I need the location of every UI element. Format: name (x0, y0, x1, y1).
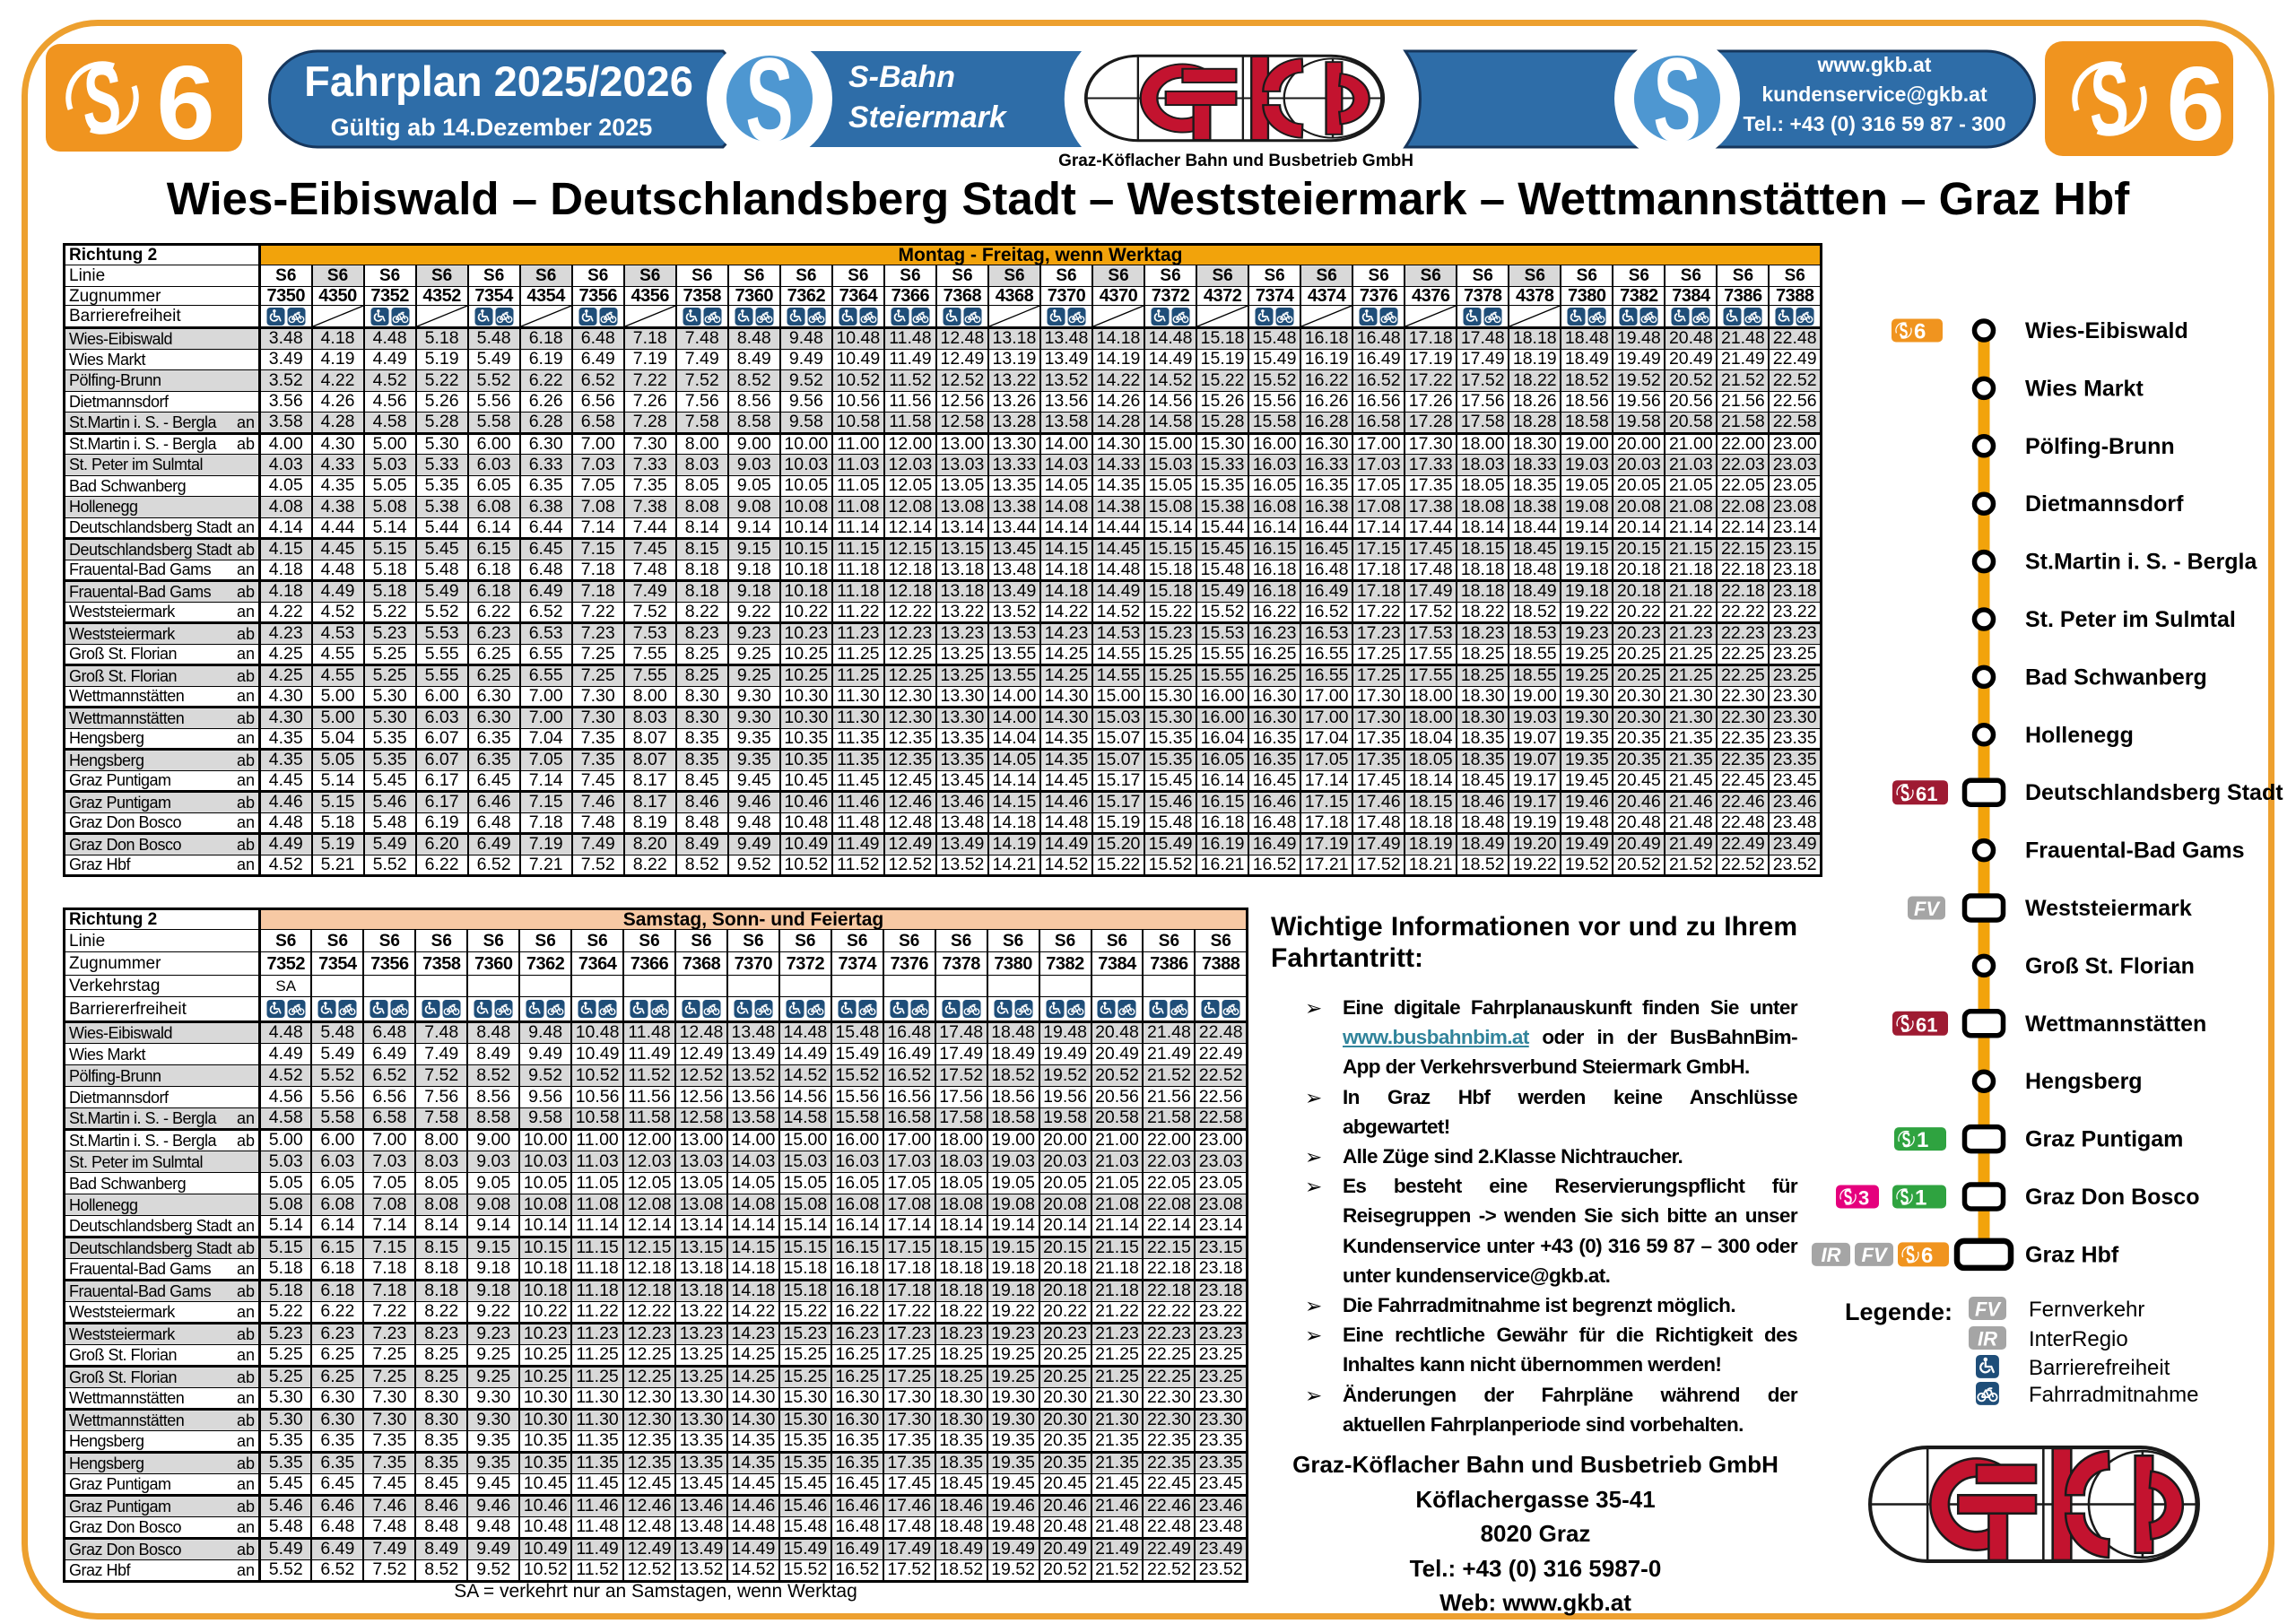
svg-text:Bad Schwanberg: Bad Schwanberg (2025, 664, 2207, 690)
svg-text:Wies Markt: Wies Markt (2025, 376, 2144, 401)
svg-text:Graz Puntigam: Graz Puntigam (2025, 1127, 2183, 1152)
svg-text:Legende:: Legende: (1845, 1298, 1952, 1325)
svg-text:Hengsberg: Hengsberg (2025, 1069, 2143, 1094)
svg-text:Graz Don Bosco: Graz Don Bosco (2025, 1185, 2199, 1210)
svg-text:Steiermark: Steiermark (848, 100, 1008, 135)
svg-text:S: S (83, 45, 122, 152)
svg-text:S: S (2090, 46, 2129, 155)
svg-text:Pölfing-Brunn: Pölfing-Brunn (2025, 434, 2175, 459)
svg-text:Hollenegg: Hollenegg (2025, 723, 2134, 748)
svg-text:Gültig ab 14.Dezember 2025: Gültig ab 14.Dezember 2025 (331, 114, 653, 141)
svg-text:S: S (1900, 781, 1909, 806)
svg-text:S: S (1900, 320, 1909, 344)
svg-text:S: S (1844, 1186, 1853, 1211)
svg-text:6: 6 (2166, 45, 2224, 162)
svg-text:S: S (1902, 1128, 1911, 1152)
svg-text:Graz Hbf: Graz Hbf (2025, 1242, 2119, 1267)
svg-text:61: 61 (1916, 783, 1937, 805)
svg-text:Deutschlandsberg Stadt: Deutschlandsberg Stadt (2025, 780, 2283, 805)
svg-text:Fahrradmitnahme: Fahrradmitnahme (2029, 1383, 2198, 1407)
svg-text:Frauental-Bad Gams: Frauental-Bad Gams (2025, 838, 2245, 864)
svg-text:InterRegio: InterRegio (2029, 1327, 2128, 1351)
svg-text:IR: IR (1978, 1327, 1997, 1350)
svg-text:www.gkb.at: www.gkb.at (1817, 53, 1932, 76)
svg-text:Tel.: +43 (0) 316 59 87 - 300: Tel.: +43 (0) 316 59 87 - 300 (1743, 112, 2005, 135)
svg-text:S: S (1900, 1186, 1909, 1211)
svg-text:1: 1 (1917, 1128, 1928, 1152)
svg-text:FV: FV (1914, 898, 1941, 920)
svg-text:1: 1 (1915, 1185, 1926, 1210)
svg-text:S-Bahn: S-Bahn (848, 60, 955, 94)
svg-text:Fahrplan 2025/2026: Fahrplan 2025/2026 (304, 57, 693, 105)
svg-text:Barrierefreiheit: Barrierefreiheit (2029, 1356, 2170, 1380)
svg-text:6: 6 (1914, 319, 1926, 343)
svg-text:3: 3 (1858, 1186, 1869, 1209)
svg-text:S: S (745, 33, 793, 167)
svg-text:S: S (1906, 1243, 1915, 1268)
svg-text:Fernverkehr: Fernverkehr (2029, 1298, 2144, 1322)
svg-text:S: S (1900, 1012, 1909, 1038)
svg-text:61: 61 (1916, 1014, 1937, 1037)
svg-text:Groß St. Florian: Groß St. Florian (2025, 953, 2195, 978)
svg-text:Weststeiermark: Weststeiermark (2025, 896, 2192, 921)
svg-text:Dietmannsdorf: Dietmannsdorf (2025, 491, 2184, 517)
svg-text:FV: FV (1861, 1244, 1888, 1266)
svg-text:St. Peter im Sulmtal: St. Peter im Sulmtal (2025, 607, 2236, 632)
svg-text:Wettmannstätten: Wettmannstätten (2025, 1012, 2206, 1037)
svg-text:kundenservice@gkb.at: kundenservice@gkb.at (1761, 83, 1987, 106)
svg-text:6: 6 (1921, 1244, 1933, 1268)
svg-text:6: 6 (156, 44, 214, 161)
svg-text:S: S (1653, 33, 1700, 167)
svg-text:FV: FV (1975, 1298, 2002, 1320)
svg-text:Graz-Köflacher Bahn und Busbet: Graz-Köflacher Bahn und Busbetrieb GmbH (1058, 152, 1413, 170)
svg-text:Wies-Eibiswald: Wies-Eibiswald (2025, 318, 2188, 343)
svg-text:St.Martin i. S. - Bergla: St.Martin i. S. - Bergla (2025, 550, 2257, 575)
svg-text:IR: IR (1822, 1244, 1841, 1266)
